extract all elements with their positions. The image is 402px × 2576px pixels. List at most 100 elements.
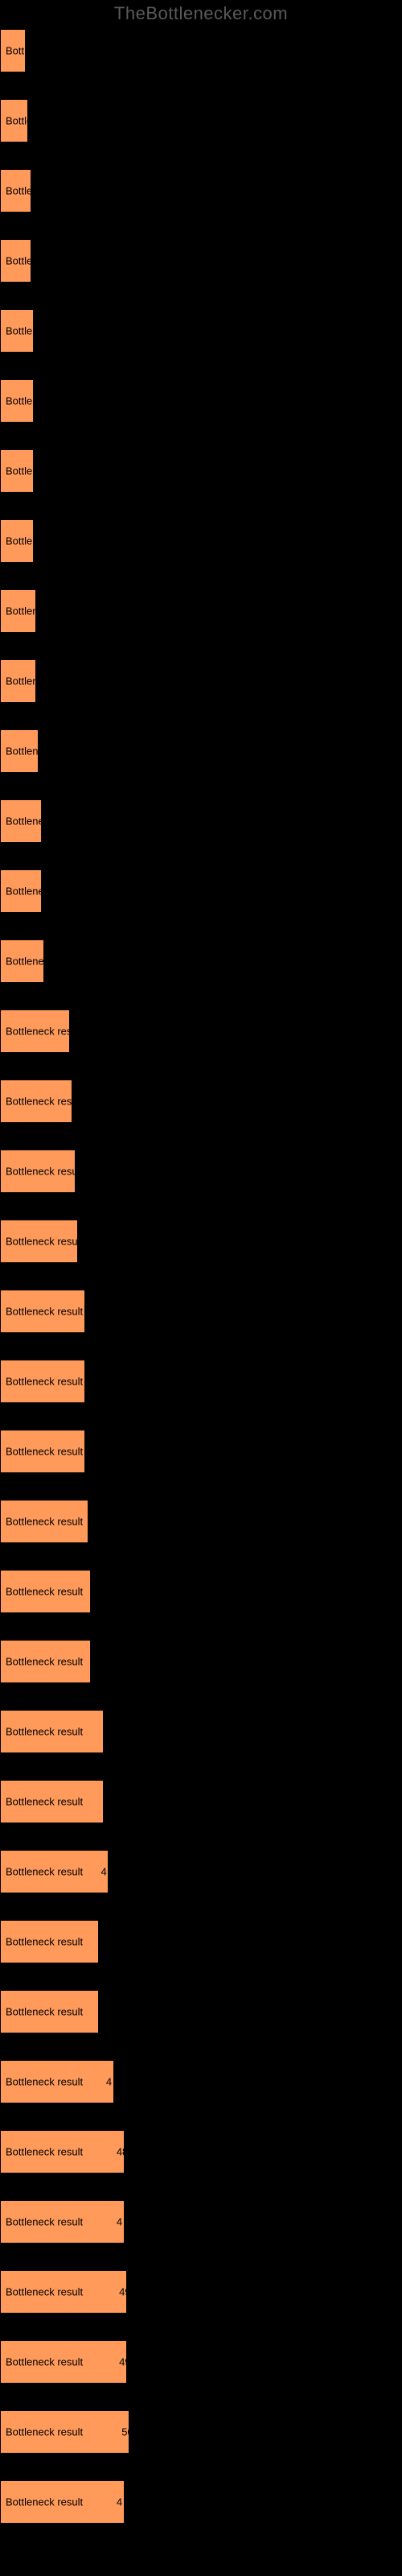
bar-label: Bottleneck result: [6, 886, 44, 898]
bar-row: Bottleneck result: [0, 589, 402, 633]
bar-row: Bottleneck result: [0, 1990, 402, 2033]
bar-row: Bottleneck result 4: [0, 2480, 402, 2524]
bar-label: Bottleneck result: [6, 2286, 83, 2298]
bar-row: Bottleneck result: [0, 939, 402, 983]
bar-value-label: 4: [117, 2496, 122, 2508]
bar: Bottleneck result: [0, 1570, 91, 1613]
bar: Bottleneck result: [0, 2130, 125, 2174]
bar: Bottleneck result: [0, 799, 42, 843]
bar-label: Bottleneck result: [6, 1306, 83, 1318]
bar-row: Bottleneck result: [0, 309, 402, 353]
bar: Bottleneck result: [0, 1360, 85, 1403]
bar: Bottleneck result: [0, 2200, 125, 2244]
bar-row: Bottleneck result: [0, 1710, 402, 1753]
bar: Bottleneck result: [0, 2480, 125, 2524]
bar-label: Bottleneck result: [6, 956, 47, 968]
bar-row: Bottleneck result: [0, 1920, 402, 1963]
bar-label: Bottleneck result: [6, 1166, 78, 1178]
bar-row: Bottleneck result: [0, 1290, 402, 1333]
bar-value-label: 49: [119, 2356, 130, 2368]
bar-label: Bottleneck result: [6, 2426, 83, 2438]
watermark-text: TheBottlenecker.com: [0, 3, 402, 24]
bar: Bottleneck result: [0, 589, 36, 633]
bar: Bottleneck result: [0, 449, 34, 493]
bar-label: Bottleneck result: [6, 1516, 83, 1528]
bar-label: Bottleneck result: [6, 535, 36, 547]
bar: Bottleneck result: [0, 1710, 104, 1753]
bar: Bottleneck result: [0, 1290, 85, 1333]
bar-row: Bottleneck result: [0, 799, 402, 843]
bar: Bottleneck result: [0, 99, 28, 142]
bar-row: Bottleneck result4: [0, 2200, 402, 2244]
bar-label: Bottleneck result: [6, 465, 36, 477]
bar-label: Bottleneck result: [6, 325, 36, 337]
bar: Bottleneck result: [0, 2340, 127, 2384]
bar-value-label: 49: [119, 2286, 130, 2298]
bar: Bottleneck result: [0, 869, 42, 913]
bar-row: Bottleneck result 4: [0, 1850, 402, 1893]
bar-label: Bottleneck result: [6, 1866, 83, 1878]
bar: Bottleneck result: [0, 1150, 76, 1193]
bar: Bottleneck result: [0, 1500, 88, 1543]
bar-row: Bottleneck result: [0, 1640, 402, 1683]
bar: Bottleneck result: [0, 1640, 91, 1683]
bar-row: Bottleneck result49: [0, 2340, 402, 2384]
bar-row: Bottleneck result: [0, 29, 402, 72]
bar: Bottleneck result: [0, 2410, 129, 2454]
bar: Bottleneck result: [0, 239, 31, 283]
bar: Bottleneck result: [0, 1780, 104, 1823]
bar: Bottleneck result: [0, 1220, 78, 1263]
bar-label: Bottleneck result: [6, 1656, 83, 1668]
bottleneck-chart: Bottleneck resultBottleneck resultBottle…: [0, 0, 402, 2576]
bar-row: Bottleneck result: [0, 869, 402, 913]
bar-row: Bottleneck result: [0, 729, 402, 773]
bar-value-label: 4: [117, 2216, 122, 2228]
bar: Bottleneck result: [0, 309, 34, 353]
bar-row: Bottleneck result: [0, 1780, 402, 1823]
bar-label: Bottleneck result: [6, 2076, 83, 2088]
bar-label: Bottleneck result: [6, 2496, 83, 2508]
bar-label: Bottleneck result: [6, 115, 31, 127]
bar-row: Bottleneck result: [0, 659, 402, 703]
bar-row: Bottleneck result: [0, 519, 402, 563]
bar-row: Bottleneck result: [0, 169, 402, 213]
bar: Bottleneck result: [0, 939, 44, 983]
bar-label: Bottleneck result: [6, 2146, 83, 2158]
bar-label: Bottleneck result: [6, 1026, 72, 1038]
bar-row: Bottleneck result: [0, 1080, 402, 1123]
bar-label: Bottleneck result: [6, 1376, 83, 1388]
bar: Bottleneck result: [0, 2270, 127, 2314]
bar-label: Bottleneck result: [6, 1096, 75, 1108]
bar-label: Bottleneck result: [6, 395, 36, 407]
bar-label: Bottleneck result: [6, 1446, 83, 1458]
bar-label: Bottleneck result: [6, 1726, 83, 1738]
bar-label: Bottleneck result: [6, 185, 34, 197]
bar-value-label: 4: [106, 2076, 112, 2088]
bar-row: Bottleneck result: [0, 239, 402, 283]
bar-label: Bottleneck result: [6, 45, 28, 57]
bar-row: Bottleneck result: [0, 1570, 402, 1613]
bar-row: Bottleneck result: [0, 1150, 402, 1193]
bar: Bottleneck result: [0, 1850, 109, 1893]
bar: Bottleneck result: [0, 1430, 85, 1473]
bar-row: Bottleneck result: [0, 449, 402, 493]
bar-value-label: 4: [100, 1866, 106, 1878]
bar-label: Bottleneck result: [6, 2006, 83, 2018]
bar-label: Bottleneck result: [6, 745, 41, 758]
bar: Bottleneck result: [0, 2060, 114, 2103]
bar-row: Bottleneck result: [0, 1500, 402, 1543]
bar: Bottleneck result: [0, 659, 36, 703]
bar-row: Bottleneck result: [0, 1430, 402, 1473]
bar-row: Bottleneck result 50: [0, 2410, 402, 2454]
bar-row: Bottleneck result: [0, 379, 402, 423]
bar-label: Bottleneck result: [6, 1936, 83, 1948]
bar-row: Bottleneck result: [0, 1220, 402, 1263]
bar: Bottleneck result: [0, 729, 39, 773]
bar-label: Bottleneck result: [6, 1796, 83, 1808]
bar-label: Bottleneck result: [6, 1586, 83, 1598]
bar-value-label: 50: [121, 2426, 133, 2438]
bar: Bottleneck result: [0, 519, 34, 563]
bar-row: Bottleneck result: [0, 1009, 402, 1053]
bar-row: Bottleneck result: [0, 1360, 402, 1403]
bar-row: Bottleneck result48: [0, 2130, 402, 2174]
